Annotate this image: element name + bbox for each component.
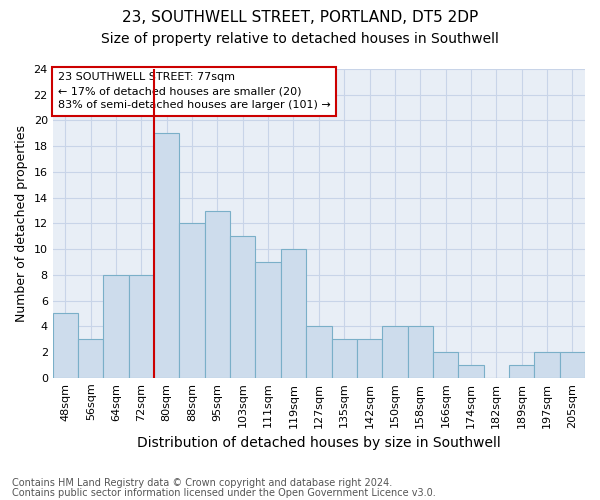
- Bar: [407, 326, 433, 378]
- Bar: [535, 352, 560, 378]
- Y-axis label: Number of detached properties: Number of detached properties: [15, 125, 28, 322]
- Bar: [382, 326, 407, 378]
- Text: 23, SOUTHWELL STREET, PORTLAND, DT5 2DP: 23, SOUTHWELL STREET, PORTLAND, DT5 2DP: [122, 10, 478, 25]
- Bar: [256, 262, 281, 378]
- Bar: [433, 352, 458, 378]
- Bar: [357, 339, 382, 378]
- Bar: [179, 224, 205, 378]
- Bar: [281, 249, 306, 378]
- Bar: [230, 236, 256, 378]
- Bar: [129, 275, 154, 378]
- Bar: [560, 352, 585, 378]
- Bar: [78, 339, 103, 378]
- Bar: [103, 275, 129, 378]
- Text: Contains HM Land Registry data © Crown copyright and database right 2024.: Contains HM Land Registry data © Crown c…: [12, 478, 392, 488]
- Bar: [306, 326, 332, 378]
- Bar: [154, 134, 179, 378]
- Text: 23 SOUTHWELL STREET: 77sqm
← 17% of detached houses are smaller (20)
83% of semi: 23 SOUTHWELL STREET: 77sqm ← 17% of deta…: [58, 72, 331, 110]
- Bar: [509, 365, 535, 378]
- X-axis label: Distribution of detached houses by size in Southwell: Distribution of detached houses by size …: [137, 436, 501, 450]
- Text: Contains public sector information licensed under the Open Government Licence v3: Contains public sector information licen…: [12, 488, 436, 498]
- Bar: [205, 210, 230, 378]
- Bar: [332, 339, 357, 378]
- Bar: [458, 365, 484, 378]
- Bar: [53, 314, 78, 378]
- Text: Size of property relative to detached houses in Southwell: Size of property relative to detached ho…: [101, 32, 499, 46]
